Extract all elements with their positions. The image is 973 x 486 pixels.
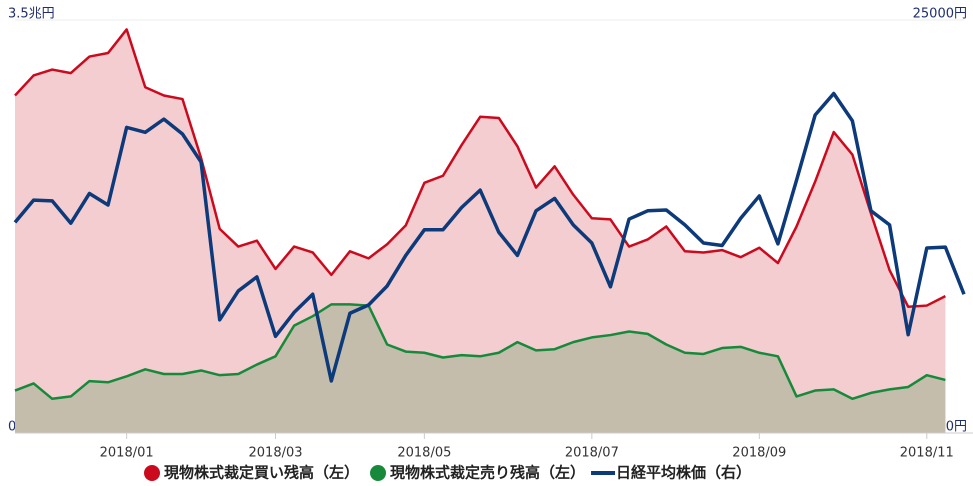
area	[15, 29, 946, 433]
legend-label: 現物株式裁定買い残高（左）	[164, 464, 359, 482]
series-line	[14, 28, 946, 308]
x-tick-label: 2018/07	[565, 446, 619, 461]
series-line	[13, 91, 966, 383]
legend-label: 現物株式裁定売り残高（左）	[390, 464, 585, 482]
x-tick-label: 2018/01	[100, 446, 154, 461]
y-tick-label: 3.5兆円	[8, 7, 55, 22]
area	[15, 304, 946, 433]
legend-marker	[144, 465, 160, 481]
legend-label: 日経平均株価（右）	[616, 464, 751, 482]
x-tick-label: 2018/09	[732, 446, 786, 461]
legend-marker	[370, 465, 387, 481]
x-tick-label: 2018/05	[397, 446, 451, 461]
series-line	[14, 303, 946, 401]
x-tick-label: 2018/03	[249, 446, 303, 461]
y2-tick-label: 25000円	[913, 7, 967, 22]
x-tick-label: 2018/11	[900, 446, 954, 461]
